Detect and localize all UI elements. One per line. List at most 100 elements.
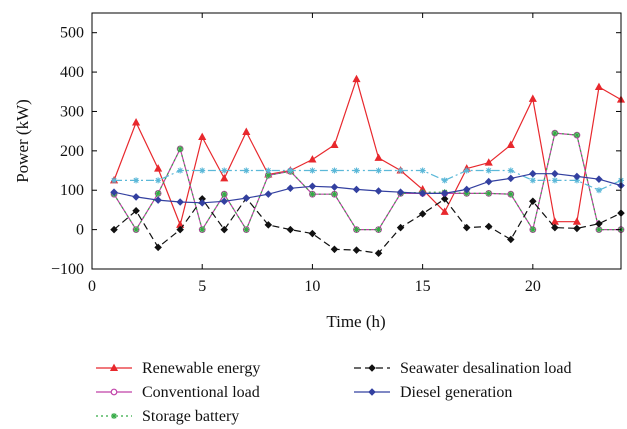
data-point: [308, 182, 317, 191]
data-point: [287, 167, 294, 174]
data-point: [286, 225, 295, 234]
legend-marker: [109, 363, 119, 371]
x-tick-label: 15: [415, 278, 431, 295]
data-point: [551, 177, 558, 184]
data-point: [573, 177, 580, 184]
data-point: [199, 226, 206, 233]
data-point: [264, 190, 273, 198]
data-point: [154, 243, 162, 252]
data-point: [199, 167, 206, 174]
data-point: [242, 127, 251, 135]
data-point: [419, 167, 426, 174]
data-point: [551, 223, 559, 232]
data-point: [309, 167, 316, 174]
data-point: [507, 174, 515, 183]
data-point: [110, 225, 118, 234]
series-5: [110, 169, 625, 207]
data-point: [484, 158, 493, 166]
data-point: [330, 245, 339, 254]
data-point: [440, 189, 449, 198]
data-point: [462, 185, 471, 194]
legend-entry: Conventional load: [96, 384, 260, 401]
series-line: [114, 169, 622, 191]
data-point: [462, 223, 471, 232]
data-point: [176, 198, 184, 206]
data-point: [110, 188, 118, 196]
data-point: [155, 177, 162, 184]
data-point: [573, 172, 581, 181]
y-axis-label: Power (kW): [13, 99, 32, 183]
data-point: [374, 187, 383, 195]
data-point: [485, 190, 492, 197]
data-point: [506, 140, 515, 148]
data-point: [595, 226, 602, 233]
data-point: [551, 169, 559, 178]
data-point: [595, 219, 603, 228]
data-point: [353, 226, 360, 233]
data-point: [133, 177, 140, 184]
legend-entry: Renewable energy: [96, 360, 260, 377]
data-point: [551, 130, 558, 137]
data-point: [507, 191, 514, 198]
legend-marker: [111, 413, 117, 419]
data-point: [352, 74, 361, 83]
data-point: [220, 225, 229, 234]
legend-entry: Seawater desalination load: [354, 360, 572, 377]
data-point: [353, 167, 360, 174]
data-point: [286, 184, 295, 193]
data-point: [265, 167, 272, 174]
legend-label: Conventional load: [142, 384, 260, 401]
data-point: [221, 167, 228, 174]
data-point: [330, 183, 339, 191]
legend-marker: [368, 364, 376, 372]
data-point: [309, 191, 316, 198]
series-2: [111, 130, 624, 233]
data-point: [440, 195, 449, 203]
data-point: [132, 118, 141, 126]
data-point: [308, 229, 317, 238]
y-tick-label: 300: [60, 103, 84, 120]
data-point: [177, 167, 184, 174]
data-point: [221, 191, 228, 198]
data-point: [418, 189, 427, 198]
data-point: [528, 94, 537, 102]
data-point: [396, 188, 405, 196]
x-tick-label: 0: [88, 278, 96, 295]
y-tick-label: 500: [60, 25, 84, 42]
data-point: [176, 225, 184, 234]
data-point: [154, 164, 163, 172]
data-point: [418, 210, 427, 218]
data-point: [155, 190, 162, 197]
data-point: [331, 191, 338, 198]
data-point: [484, 222, 493, 231]
legend-marker: [110, 388, 118, 396]
data-point: [330, 140, 339, 148]
data-point: [243, 167, 250, 174]
data-point: [243, 226, 250, 233]
data-point: [374, 249, 383, 258]
data-point: [220, 173, 229, 182]
y-tick-label: 100: [60, 182, 84, 199]
data-point: [440, 207, 449, 215]
y-tick-label: −100: [51, 261, 84, 278]
data-point: [265, 172, 272, 179]
x-tick-label: 10: [304, 278, 320, 295]
legend-entry: Storage battery: [96, 408, 239, 425]
data-point: [374, 153, 383, 161]
series-line: [113, 132, 621, 231]
data-point: [507, 235, 515, 244]
data-point: [352, 246, 361, 254]
legend-label: Renewable energy: [142, 360, 260, 377]
plot-frame: [91, 12, 622, 270]
data-point: [441, 177, 448, 184]
series-0: [109, 74, 626, 228]
data-point: [375, 167, 382, 174]
data-point: [132, 206, 140, 215]
data-point: [111, 177, 118, 184]
legend-marker: [368, 388, 376, 396]
data-point: [264, 221, 273, 229]
data-point: [529, 197, 537, 206]
legend: Renewable energy Conventional load Storage…: [96, 360, 572, 425]
